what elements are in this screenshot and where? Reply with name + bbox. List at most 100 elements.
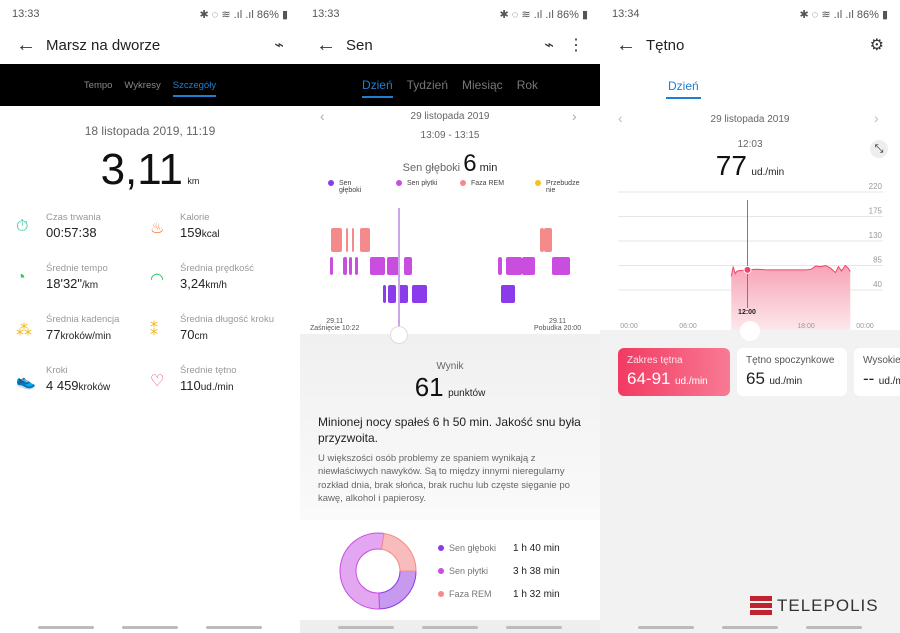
selected-range: 13:09 - 13:15 <box>420 130 480 141</box>
status-icons: ✱ ◌ ≋ .ıl .ıl 86% ▮ <box>199 9 288 21</box>
nav-bar[interactable] <box>38 626 94 629</box>
x-tick-label: 06:00 <box>679 323 697 330</box>
metric-label: Kalorie <box>180 212 210 223</box>
tab-tempo[interactable]: Tempo <box>83 80 113 91</box>
score-label: Wynik <box>436 361 464 372</box>
tab-bar <box>0 64 300 106</box>
metric-item: ⏱ Czas trwania 00:57:38 <box>16 212 156 252</box>
sleep-stage-light <box>343 257 347 275</box>
legend-rem: Faza REM <box>460 180 535 194</box>
sleep-summary: Minionej nocy spałeś 6 h 50 min. Jakość … <box>318 415 581 446</box>
metric-label: Średnia długość kroku <box>180 314 274 325</box>
breakdown-rem: Faza REM 1 h 32 min <box>438 589 568 612</box>
selected-stage: Sen głęboki 6 min <box>402 150 498 177</box>
nav-bar[interactable] <box>722 626 778 629</box>
sleep-stage-deep <box>398 285 408 303</box>
sleep-stage-deep <box>383 285 386 303</box>
x-tick-label: 00:00 <box>620 323 638 330</box>
tab-wykresy[interactable]: Wykresy <box>124 80 161 91</box>
metric-label: Czas trwania <box>46 212 101 223</box>
sleep-stage-light <box>370 257 385 275</box>
nav-bar[interactable] <box>638 626 694 629</box>
route-icon[interactable]: ⌁ <box>274 37 284 54</box>
settings-gear-icon[interactable]: ⚙ <box>869 37 884 54</box>
nav-bar[interactable] <box>122 626 178 629</box>
tab-year[interactable]: Rok <box>516 78 539 92</box>
route-icon[interactable]: ⌁ <box>544 37 554 54</box>
back-arrow-icon[interactable]: ← <box>16 33 36 56</box>
shoe-icon: 👟 <box>16 373 36 390</box>
sleep-stage-deep <box>412 285 427 303</box>
y-tick-label: 130 <box>869 231 883 240</box>
sleep-stage-rem <box>540 228 544 252</box>
speedometer-icon: ◠ <box>150 271 164 288</box>
back-arrow-icon[interactable]: ← <box>316 33 336 56</box>
sleep-hypnogram[interactable] <box>300 200 600 335</box>
tab-month[interactable]: Miesiąc <box>462 78 503 92</box>
metric-item: 👟 Kroki 4 459kroków <box>16 365 156 405</box>
metric-item: ♨ Kalorie 159kcal <box>150 212 290 252</box>
sleep-stage-rem <box>331 228 342 252</box>
nav-bar[interactable] <box>806 626 862 629</box>
nav-bar[interactable] <box>338 626 394 629</box>
metric-value: 110ud./min <box>180 378 234 393</box>
y-tick-label: 85 <box>873 256 882 265</box>
nav-bar[interactable] <box>206 626 262 629</box>
tab-day[interactable]: Dzień <box>361 78 393 98</box>
metric-label: Średnie tętno <box>180 365 237 376</box>
status-icons: ✱ ◌ ≋ .ıl .ıl 86% ▮ <box>799 9 888 21</box>
workout-screen: 13:33 ✱ ◌ ≋ .ıl .ıl 86% ▮ ← Marsz na dworz… <box>0 0 300 633</box>
heart-rate-area <box>731 265 851 330</box>
more-icon[interactable]: ⋮ <box>568 37 584 54</box>
telepolis-logo-icon <box>750 596 772 616</box>
sleep-stage-rem <box>544 228 552 252</box>
sleep-stage-light <box>355 257 358 275</box>
status-icons: ✱ ◌ ≋ .ıl .ıl 86% ▮ <box>499 9 588 21</box>
status-bar: 13:33 ✱ ◌ ≋ .ıl .ıl 86% ▮ <box>12 8 288 21</box>
metric-value: 159kcal <box>180 225 220 240</box>
distance: 3,11 km <box>100 145 200 194</box>
scrubber-handle[interactable] <box>740 321 760 341</box>
metric-value: 77kroków/min <box>46 327 112 342</box>
metric-item: ◠ Średnia prędkość 3,24km/h <box>150 263 290 303</box>
sleep-stage-light <box>552 257 570 275</box>
sleep-stage-light <box>404 257 412 275</box>
metric-label: Średnia kadencja <box>46 314 120 325</box>
clock: 13:34 <box>612 8 640 20</box>
y-tick-label: 175 <box>869 207 883 216</box>
clock: 13:33 <box>12 8 40 20</box>
metric-item: ◔ Średnie tempo 18'32"/km <box>16 263 156 303</box>
next-day-icon[interactable]: › <box>572 108 577 124</box>
sleep-stage-light <box>387 257 400 275</box>
scrubber-handle[interactable] <box>390 326 408 344</box>
breakdown-light: Sen płytki 3 h 38 min <box>438 566 568 589</box>
prev-day-icon[interactable]: ‹ <box>618 110 623 126</box>
back-arrow-icon[interactable]: ← <box>616 33 636 56</box>
heart-date: 29 listopada 2019 <box>710 114 790 125</box>
tab-szczegoly[interactable]: Szczegóły <box>172 80 217 97</box>
prev-day-icon[interactable]: ‹ <box>320 108 325 124</box>
card-high[interactable]: Wysokie-- ud./min <box>854 348 900 396</box>
stopwatch-icon: ⏱ <box>16 218 29 235</box>
sleep-stage-deep <box>388 285 396 303</box>
sleep-end: 29.11 Pobudka 20:00 <box>534 318 582 332</box>
tab-week[interactable]: Tydzień <box>406 78 448 92</box>
heart-rate-chart[interactable]: 40 85 130 175 220 12:00 00:00 06:00 18:00 00:00 <box>600 180 900 340</box>
nav-bar[interactable] <box>506 626 562 629</box>
x-tick-label: 18:00 <box>797 323 815 330</box>
sleep-donut <box>339 532 417 610</box>
breakdown-deep: Sen głęboki 1 h 40 min <box>438 543 568 566</box>
selected-time: 12:03 <box>737 139 763 150</box>
tab-day[interactable]: Dzień <box>666 79 701 99</box>
expand-icon[interactable]: ⤡ <box>870 140 888 158</box>
donut-slice <box>378 570 417 610</box>
sleep-stage-light <box>330 257 333 275</box>
metric-item: ⁑ Średnia długość kroku 70cm <box>150 314 290 354</box>
card-resting[interactable]: Tętno spoczynkowe 65 ud./min <box>737 348 847 396</box>
metric-item: ♡ Średnie tętno 110ud./min <box>150 365 290 405</box>
next-day-icon[interactable]: › <box>874 110 879 126</box>
page-title: Sen <box>346 36 373 54</box>
period-tabs: Dzień Tydzień Miesiąc Rok <box>300 78 600 98</box>
card-range[interactable]: Zakres tętna 64-91 ud./min <box>618 348 730 396</box>
nav-bar[interactable] <box>422 626 478 629</box>
